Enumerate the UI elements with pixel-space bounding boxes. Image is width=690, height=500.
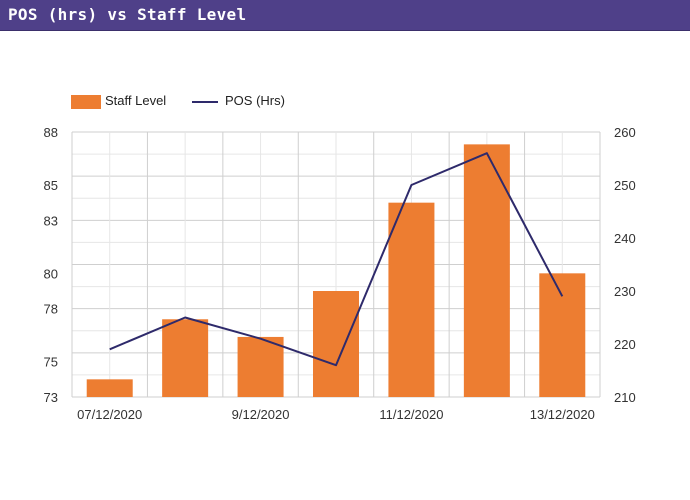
- y-left-tick-label: 88: [44, 125, 58, 140]
- bar-staff-level: [237, 336, 284, 397]
- bar-staff-level: [539, 273, 586, 397]
- x-tick-label: 13/12/2020: [530, 407, 595, 422]
- x-tick-label: 9/12/2020: [232, 407, 290, 422]
- x-tick-label: 07/12/2020: [77, 407, 142, 422]
- y-left-tick-label: 83: [44, 213, 58, 228]
- bar-staff-level: [463, 144, 510, 397]
- y-right-tick-label: 210: [614, 390, 636, 405]
- y-left-tick-label: 78: [44, 302, 58, 317]
- page-title: POS (hrs) vs Staff Level: [8, 5, 247, 24]
- legend-swatch-bar: [71, 95, 101, 109]
- y-right-tick-label: 230: [614, 284, 636, 299]
- bar-staff-level: [86, 379, 133, 397]
- bar-staff-level: [313, 291, 359, 397]
- title-bar: POS (hrs) vs Staff Level: [0, 0, 690, 31]
- y-left-tick-label: 73: [44, 390, 58, 405]
- y-right-tick-label: 260: [614, 125, 636, 140]
- legend-swatch-line: [192, 101, 218, 103]
- legend-label-staff-level: Staff Level: [105, 93, 167, 108]
- bar-staff-level: [162, 319, 209, 397]
- y-left-tick-label: 85: [44, 178, 58, 193]
- y-right-tick-label: 240: [614, 231, 636, 246]
- y-right-tick-label: 220: [614, 337, 636, 352]
- y-right-tick-label: 250: [614, 178, 636, 193]
- y-left-tick-label: 75: [44, 355, 58, 370]
- bar-staff-level: [388, 202, 435, 397]
- legend-label-pos: POS (Hrs): [225, 93, 285, 108]
- y-left-tick-label: 80: [44, 266, 58, 281]
- x-tick-label: 11/12/2020: [379, 407, 443, 422]
